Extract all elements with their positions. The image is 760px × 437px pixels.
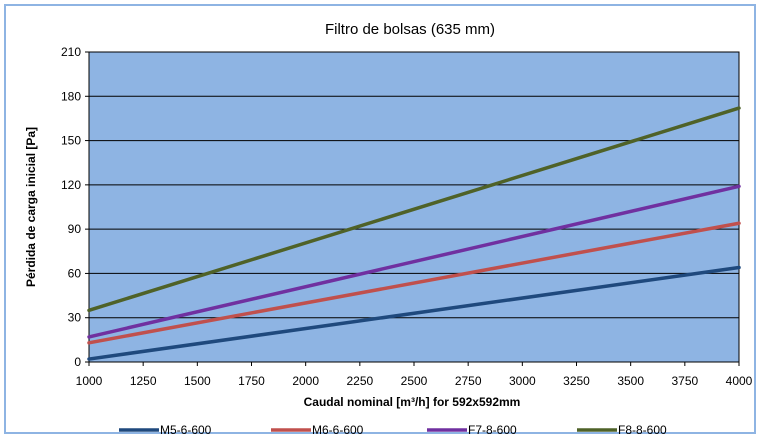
x-tick-label: 1750 (238, 374, 265, 388)
x-tick-label: 2250 (346, 374, 373, 388)
y-tick-label: 150 (61, 134, 81, 148)
chart-title: Filtro de bolsas (635 mm) (325, 21, 495, 38)
line-chart: Filtro de bolsas (635 mm) 0 30 60 90 120 150 1… (24, 21, 753, 436)
legend-label: F8-8-600 (618, 423, 667, 436)
y-tick-label: 90 (68, 222, 82, 236)
series-line-m6-6-600 (87, 221, 741, 345)
x-tick-label: 3250 (563, 374, 590, 388)
x-tick-label: 1250 (130, 374, 157, 388)
x-tick-label: 1000 (76, 374, 103, 388)
chart-frame: Filtro de bolsas (635 mm) 0 30 60 90 120 150 1… (4, 4, 756, 436)
series-line-f7-8-600 (87, 184, 741, 339)
y-tick-label: 120 (61, 178, 81, 192)
y-tick-label: 0 (74, 355, 81, 369)
x-tick-label: 2750 (455, 374, 482, 388)
legend-label: F7-8-600 (468, 423, 517, 436)
x-tick-label: 2000 (292, 374, 319, 388)
series-line-m5-6-600 (87, 265, 741, 361)
y-tick-label: 60 (68, 266, 82, 280)
legend-label: M5-6-600 (160, 423, 212, 436)
x-tick-label: 3000 (509, 374, 536, 388)
x-tick-label: 3750 (671, 374, 698, 388)
y-tick-label: 180 (61, 89, 81, 103)
x-axis-label: Caudal nominal [m³/h] for 592x592mm (304, 395, 521, 409)
x-tick-label: 2500 (401, 374, 428, 388)
x-tick-label: 1500 (184, 374, 211, 388)
y-axis-label: Pérdida de carga inicial [Pa] (24, 127, 38, 287)
x-tick-label: 4000 (726, 374, 753, 388)
legend-label: M6-6-600 (312, 423, 364, 436)
series-line-f8-8-600 (87, 106, 741, 313)
y-tick-label: 210 (61, 45, 81, 59)
y-tick-label: 30 (68, 311, 82, 325)
x-tick-label: 3500 (617, 374, 644, 388)
